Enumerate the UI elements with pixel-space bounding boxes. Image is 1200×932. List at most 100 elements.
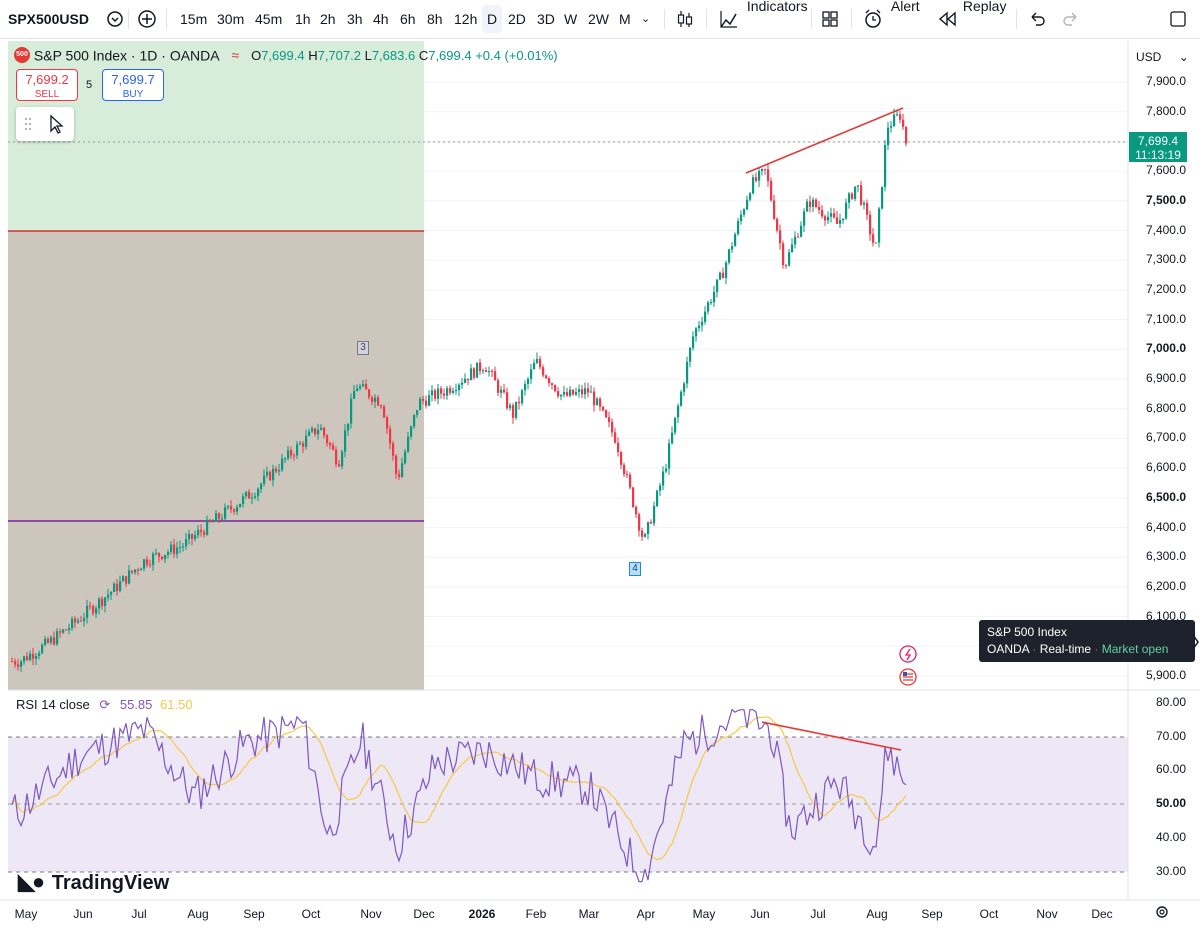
- templates-icon[interactable]: [821, 0, 839, 38]
- candle-body: [302, 443, 305, 447]
- events-icon[interactable]: [899, 645, 917, 663]
- candle-body: [188, 533, 191, 539]
- candle-body: [20, 661, 23, 667]
- drag-handle-icon[interactable]: [24, 117, 32, 131]
- time-axis-label: Jul: [810, 907, 826, 921]
- candle-body: [650, 522, 653, 524]
- candle-body: [365, 383, 368, 390]
- candle-body: [197, 530, 200, 536]
- candle-body: [815, 199, 818, 208]
- candle-body: [614, 432, 617, 443]
- buy-button[interactable]: 7,699.7 BUY: [102, 69, 164, 101]
- candle-body: [449, 388, 452, 393]
- top-toolbar: SPX500USD 15m 30m 45m 1h 2h 3h 4h 6h 8h 12h D 2D 3D W…: [0, 0, 1200, 39]
- timeframe-4h[interactable]: 4h: [373, 11, 389, 27]
- timeframe-2w[interactable]: 2W: [588, 11, 609, 27]
- candle-body: [254, 496, 257, 498]
- indicators-button[interactable]: Indicators: [719, 0, 808, 38]
- time-axis-label: Sep: [921, 907, 943, 921]
- candle-body: [209, 519, 212, 522]
- candle-body: [173, 544, 176, 554]
- timeframe-dropdown-icon[interactable]: ⌄: [641, 13, 651, 25]
- candle-body: [497, 380, 500, 393]
- replay-button[interactable]: Replay: [937, 0, 1006, 38]
- timeframe-d[interactable]: D: [482, 5, 503, 33]
- timeframe-15m[interactable]: 15m: [180, 11, 208, 27]
- candle-body: [686, 361, 689, 384]
- price-axis-label: 7,900.0: [1145, 74, 1186, 88]
- candle-body: [656, 490, 659, 506]
- timeframe-3d[interactable]: 3D: [537, 11, 555, 27]
- wave-label-3[interactable]: 3: [357, 341, 369, 355]
- chevron-down-icon: ⌄: [1178, 50, 1189, 64]
- watchlist-icon[interactable]: [106, 0, 124, 38]
- candle-body: [668, 443, 671, 469]
- candle-body: [59, 631, 62, 633]
- candle-body: [632, 487, 635, 507]
- candle-style-icon[interactable]: [676, 0, 694, 38]
- timeframe-8h[interactable]: 8h: [427, 11, 443, 27]
- candle-body: [701, 321, 704, 326]
- candle-body: [434, 390, 437, 399]
- redo-icon[interactable]: [1062, 0, 1080, 38]
- time-axis-label: Sep: [243, 907, 265, 921]
- candle-body: [677, 405, 680, 418]
- symbol-search[interactable]: SPX500USD: [8, 0, 98, 38]
- candle-body: [647, 522, 650, 535]
- candle-body: [662, 471, 665, 486]
- candle-body: [71, 618, 74, 629]
- rsi-title[interactable]: RSI 14 close: [16, 697, 90, 712]
- fullscreen-icon[interactable]: [1168, 0, 1188, 38]
- price-axis-label: 6,700.0: [1145, 430, 1186, 445]
- compare-add-icon[interactable]: [137, 0, 157, 38]
- cursor-arrow-icon[interactable]: [50, 114, 64, 134]
- price-axis-label: 7,600.0: [1145, 163, 1186, 178]
- timeframe-45m[interactable]: 45m: [255, 11, 283, 27]
- candle-body: [767, 169, 770, 182]
- candle-body: [317, 429, 320, 435]
- candle-body: [869, 214, 872, 235]
- candle-body: [710, 302, 713, 304]
- candle-body: [566, 391, 569, 396]
- candle-body: [359, 386, 362, 389]
- candle-body: [92, 606, 95, 614]
- candle-body: [764, 169, 767, 171]
- candle-body: [221, 518, 224, 520]
- candle-body: [674, 417, 677, 433]
- candle-body: [821, 209, 824, 217]
- candle-body: [749, 193, 752, 200]
- candle-body: [875, 242, 878, 244]
- timeframe-12h[interactable]: 12h: [454, 11, 478, 27]
- candle-body: [239, 503, 242, 508]
- timeframe-6h[interactable]: 6h: [400, 11, 416, 27]
- cursor-tool-panel[interactable]: [16, 107, 74, 141]
- candle-body: [374, 397, 377, 402]
- timeframe-w[interactable]: W: [564, 11, 578, 27]
- candle-body: [905, 126, 908, 144]
- wave-label-4[interactable]: 4: [629, 562, 641, 576]
- currency-selector[interactable]: USD ⌄: [1136, 50, 1189, 64]
- timeframe-3h[interactable]: 3h: [347, 11, 363, 27]
- settings-gear-icon[interactable]: [1154, 904, 1170, 925]
- timeframe-m[interactable]: M: [619, 11, 631, 27]
- candle-body: [740, 214, 743, 222]
- timeframe-1h[interactable]: 1h: [295, 11, 311, 27]
- candle-body: [554, 384, 557, 392]
- undo-icon[interactable]: [1028, 0, 1046, 38]
- candle-body: [746, 199, 749, 210]
- symbol-title[interactable]: S&P 500 Index · 1D · OANDA: [33, 47, 220, 64]
- candle-body: [230, 506, 233, 510]
- sell-button[interactable]: 7,699.2 SELL: [16, 69, 78, 101]
- chart-canvas[interactable]: [0, 39, 1200, 932]
- timeframe-30m[interactable]: 30m: [217, 11, 245, 27]
- candle-body: [47, 638, 50, 643]
- alert-button[interactable]: Alert: [863, 0, 920, 38]
- candle-body: [218, 513, 221, 519]
- timeframe-2d[interactable]: 2D: [508, 11, 526, 27]
- us-flag-icon[interactable]: [899, 668, 917, 686]
- collapse-panel-handle[interactable]: [1192, 632, 1200, 652]
- candle-body: [419, 398, 422, 411]
- candle-body: [389, 428, 392, 444]
- candle-body: [233, 509, 236, 512]
- timeframe-2h[interactable]: 2h: [320, 11, 336, 27]
